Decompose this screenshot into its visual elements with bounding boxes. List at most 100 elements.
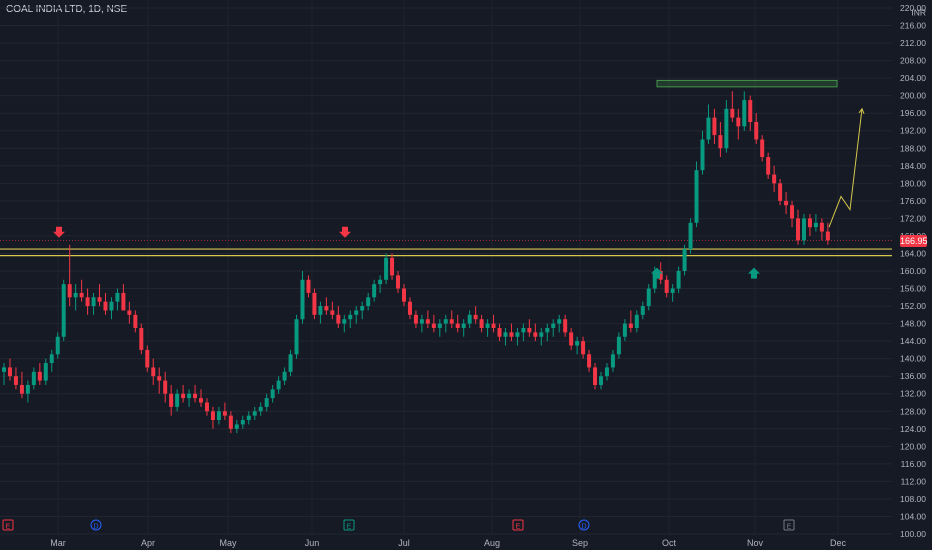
candle-body	[127, 310, 132, 315]
event-label: E	[6, 524, 11, 531]
candle-body	[366, 297, 371, 307]
candle-body	[742, 100, 747, 127]
candle-body	[157, 376, 162, 381]
candle-body	[396, 275, 401, 289]
candle-body	[49, 354, 54, 364]
event-label: E	[516, 524, 521, 531]
candle-body	[545, 327, 550, 333]
buy-arrow-icon	[651, 267, 663, 279]
x-tick-label: Oct	[662, 538, 677, 548]
x-tick-label: Jun	[305, 538, 320, 548]
candle-body	[718, 135, 723, 149]
candle-body	[163, 380, 168, 394]
x-tick-label: Sep	[572, 538, 588, 548]
candle-body	[521, 327, 526, 333]
candle-body	[37, 371, 42, 381]
candle-body	[175, 393, 180, 407]
candle-body	[676, 271, 681, 289]
candle-body	[557, 319, 562, 324]
candle-body	[372, 284, 377, 298]
candle-body	[604, 367, 609, 377]
sell-arrow-icon	[53, 226, 65, 238]
candle-body	[694, 170, 699, 223]
candle-body	[151, 367, 156, 377]
candle-body	[610, 354, 615, 368]
candle-body	[288, 354, 293, 372]
candle-body	[819, 222, 824, 232]
candle-body	[503, 332, 508, 337]
candle-body	[813, 222, 818, 228]
candle-body	[634, 314, 639, 328]
projection-line	[828, 108, 863, 228]
candle-body	[563, 319, 568, 333]
y-tick-label: 192.00	[900, 126, 926, 136]
candle-body	[772, 174, 777, 184]
candle-body	[551, 323, 556, 328]
y-tick-label: 120.00	[900, 441, 926, 451]
candle-body	[19, 384, 24, 394]
resistance-zone	[656, 79, 838, 88]
candle-body	[640, 306, 645, 315]
candle-body	[282, 371, 287, 381]
candle-body	[491, 323, 496, 328]
chart-title: COAL INDIA LTD, 1D, NSE	[6, 4, 128, 15]
earnings-event-icon	[343, 519, 355, 531]
projection-path	[828, 107, 865, 228]
event-label: D	[581, 524, 586, 531]
y-tick-label: 164.00	[900, 248, 926, 258]
candle-body	[25, 384, 30, 394]
candle-body	[766, 157, 771, 175]
candle-body	[473, 314, 478, 320]
candle-body	[419, 319, 424, 324]
x-tick-label: Apr	[141, 538, 155, 548]
candle-body	[569, 332, 574, 346]
y-tick-label: 196.00	[900, 108, 926, 118]
candle-body	[240, 420, 245, 425]
candle-body	[270, 389, 275, 399]
y-tick-label: 212.00	[900, 38, 926, 48]
currency-label: INR	[911, 7, 926, 17]
candle-body	[306, 279, 311, 293]
y-tick-label: 132.00	[900, 389, 926, 399]
candle-body	[479, 319, 484, 328]
candle-body	[264, 398, 269, 407]
y-tick-label: 188.00	[900, 143, 926, 153]
dividend-event-icon	[90, 519, 102, 531]
candle-body	[121, 292, 126, 311]
candle-body	[216, 411, 221, 421]
earnings-event-icon	[512, 519, 524, 531]
candle-body	[658, 271, 663, 280]
y-tick-label: 208.00	[900, 56, 926, 66]
y-tick-label: 100.00	[900, 529, 926, 539]
candle-body	[599, 376, 603, 385]
y-tick-label: 172.00	[900, 213, 926, 223]
candle-body	[294, 319, 299, 355]
price-axis: 100.00 104.00 108.00 112.00 116.00 120.00 124.…	[900, 3, 926, 539]
candle-body	[91, 297, 96, 307]
candle-body	[724, 108, 729, 149]
candle-body	[109, 301, 114, 311]
candle-body	[222, 411, 227, 416]
event-label: D	[93, 524, 98, 531]
earnings-event-icon	[2, 519, 14, 531]
candle-body	[378, 279, 383, 285]
candle-body	[539, 332, 544, 337]
signal-markers	[53, 226, 760, 279]
candle-body	[43, 363, 48, 381]
y-tick-label: 136.00	[900, 371, 926, 381]
candle-body	[778, 183, 783, 201]
candle-body	[252, 411, 257, 416]
y-tick-label: 152.00	[900, 301, 926, 311]
y-tick-label: 148.00	[900, 319, 926, 329]
candle-body	[181, 393, 186, 399]
candle-body	[575, 341, 580, 346]
candle-body	[204, 402, 209, 412]
y-tick-label: 220.00	[900, 3, 926, 13]
y-tick-label: 200.00	[900, 91, 926, 101]
y-tick-label: 180.00	[900, 178, 926, 188]
sell-arrow-icon	[339, 226, 351, 238]
y-tick-label: 112.00	[901, 476, 927, 486]
candle-body	[754, 121, 759, 140]
event-label: E	[787, 524, 792, 531]
